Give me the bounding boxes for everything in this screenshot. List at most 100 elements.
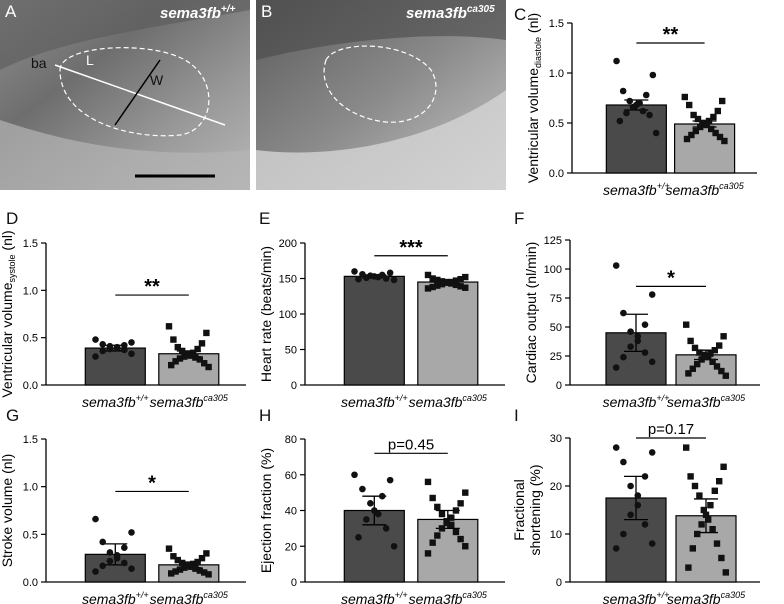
- data-point: [697, 123, 704, 131]
- genotype-label-a: sema3fb+/+: [160, 4, 236, 22]
- data-point: [434, 282, 441, 289]
- data-point: [92, 515, 99, 523]
- data-point: [620, 530, 627, 538]
- micrograph-a: A sema3fb+/+ ba L W: [0, 0, 250, 190]
- data-point: [707, 502, 714, 509]
- data-point: [722, 372, 729, 379]
- data-point: [720, 463, 727, 470]
- data-point: [196, 567, 203, 574]
- data-point: [452, 277, 460, 284]
- data-point: [194, 558, 201, 566]
- y-tick-label: 0.5: [23, 333, 38, 345]
- y-tick-label: 0: [556, 380, 562, 392]
- data-point: [92, 353, 99, 360]
- data-point: [179, 347, 186, 355]
- data-point: [709, 526, 716, 533]
- bar: [605, 104, 667, 174]
- data-point: [359, 485, 366, 493]
- data-point: [681, 93, 688, 101]
- y-tick-label: 1.0: [549, 68, 564, 80]
- data-point: [121, 346, 128, 354]
- data-point: [192, 354, 199, 361]
- data-point: [172, 568, 179, 575]
- data-point: [462, 543, 469, 550]
- data-point: [627, 511, 634, 519]
- y-tick-label: 1.5: [549, 18, 564, 30]
- data-point: [386, 269, 394, 277]
- data-point: [203, 329, 210, 337]
- data-point: [718, 554, 725, 562]
- data-point: [92, 568, 99, 575]
- bar: [417, 281, 479, 386]
- y-tick-label: 0: [291, 577, 297, 589]
- data-point: [648, 449, 656, 456]
- y-tick-label: 25: [550, 351, 562, 363]
- data-point: [634, 501, 642, 509]
- data-point: [187, 352, 195, 359]
- data-point: [448, 514, 455, 521]
- data-point: [648, 358, 656, 366]
- y-tick-label: 20: [550, 481, 562, 493]
- data-point: [92, 336, 99, 343]
- y-axis-label: Ejection fraction (%): [258, 448, 274, 573]
- data-point: [203, 550, 210, 557]
- y-tick-label: 0.0: [23, 577, 38, 589]
- data-point: [705, 353, 712, 361]
- data-point: [457, 276, 464, 283]
- data-point: [355, 534, 362, 541]
- data-point: [424, 271, 432, 279]
- chart-h: H 0 20 40 60 80 Ejection fraction (%) sema3fb+/…: [258, 406, 505, 604]
- y-axis-label: Fractional: [511, 479, 527, 540]
- micrograph-b-image: [256, 0, 506, 190]
- chart-f: F 0 25 50 75 100 125 Cardiac output (nl/min) sem…: [514, 209, 760, 410]
- panel-letter-e: E: [259, 209, 270, 228]
- y-tick-label: 10: [550, 529, 562, 541]
- data-point: [648, 540, 656, 547]
- data-point: [620, 458, 627, 466]
- data-point: [179, 559, 186, 567]
- data-point: [174, 556, 181, 564]
- data-point: [620, 309, 627, 317]
- data-point: [429, 539, 436, 546]
- data-point: [181, 353, 188, 360]
- data-point: [457, 283, 464, 290]
- data-point: [367, 500, 374, 507]
- data-point: [374, 510, 382, 518]
- data-point: [434, 276, 441, 284]
- x-tick-label: sema3fb+/+: [603, 393, 670, 410]
- y-tick-label: 100: [279, 309, 297, 321]
- y-axis-label: Stroke volume (nl): [0, 454, 15, 568]
- data-point: [711, 347, 718, 354]
- data-point: [128, 565, 135, 572]
- data-point: [205, 571, 212, 578]
- data-point: [351, 268, 358, 275]
- data-point: [363, 516, 370, 523]
- data-point: [612, 262, 620, 269]
- panel-letter-f: F: [514, 209, 524, 228]
- data-point: [691, 482, 699, 490]
- data-point: [612, 364, 620, 371]
- data-point: [612, 545, 620, 552]
- y-tick-label: 75: [550, 293, 562, 305]
- data-point: [696, 492, 703, 499]
- data-point: [113, 554, 121, 562]
- label-ba: ba: [31, 55, 47, 71]
- y-tick-label: 80: [285, 434, 297, 446]
- x-tick-label: sema3fbca305: [150, 393, 229, 410]
- data-point: [627, 328, 634, 335]
- data-point: [627, 482, 634, 490]
- data-point: [694, 530, 701, 538]
- data-point: [165, 323, 173, 330]
- data-point: [99, 538, 106, 546]
- data-point: [121, 544, 128, 551]
- data-point: [113, 344, 121, 352]
- significance-label: p=0.45: [388, 436, 434, 453]
- data-point: [685, 564, 692, 571]
- significance-label: *: [148, 472, 156, 494]
- data-point: [452, 528, 460, 536]
- y-axis-label: Cardiac output (nl/min): [523, 242, 539, 384]
- data-point: [424, 285, 432, 292]
- data-point: [711, 487, 718, 494]
- y-tick-label: 40: [285, 506, 297, 518]
- data-point: [201, 569, 208, 576]
